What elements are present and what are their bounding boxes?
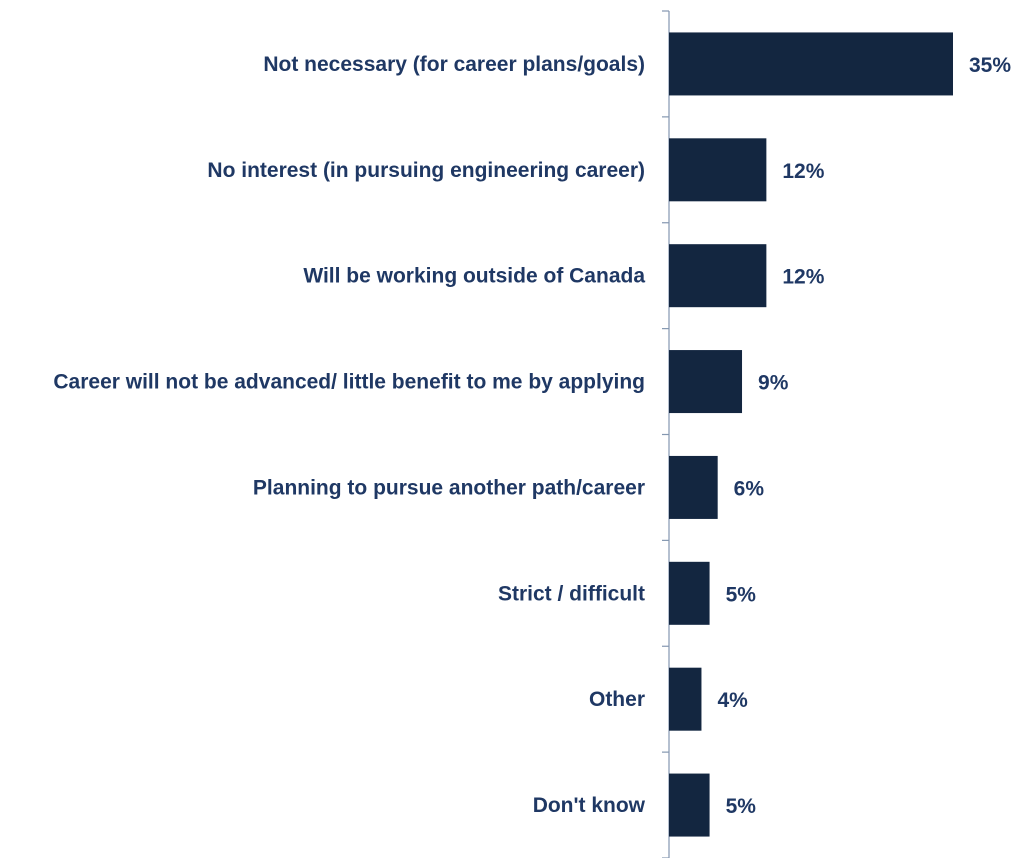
bar bbox=[669, 244, 767, 308]
category-label: Planning to pursue another path/career bbox=[253, 476, 645, 499]
bar bbox=[669, 138, 767, 202]
category-label: Other bbox=[589, 688, 645, 711]
value-label: 12% bbox=[782, 266, 824, 289]
bar bbox=[669, 561, 710, 625]
category-label: Strict / difficult bbox=[498, 582, 645, 605]
value-label: 6% bbox=[734, 477, 765, 500]
category-axis bbox=[662, 10, 670, 858]
bar bbox=[669, 773, 710, 837]
category-label: Career will not be advanced/ little bene… bbox=[53, 371, 645, 394]
value-label: 5% bbox=[726, 583, 757, 606]
category-label: Not necessary (for career plans/goals) bbox=[263, 53, 645, 76]
bar bbox=[669, 32, 953, 96]
value-label: 35% bbox=[969, 54, 1011, 77]
value-label: 5% bbox=[726, 795, 757, 818]
bar bbox=[669, 667, 702, 731]
category-label: Will be working outside of Canada bbox=[303, 265, 645, 288]
category-label: Don't know bbox=[533, 794, 646, 817]
bar bbox=[669, 455, 718, 519]
value-label: 12% bbox=[782, 160, 824, 183]
value-label: 9% bbox=[758, 372, 789, 395]
value-labels: 35% 12% 12% 9% 6% 5% 4% 5% bbox=[717, 54, 1011, 818]
value-label: 4% bbox=[717, 689, 748, 712]
category-labels: Not necessary (for career plans/goals) No… bbox=[53, 53, 645, 817]
bar bbox=[669, 350, 743, 414]
bars bbox=[669, 32, 953, 837]
category-label: No interest (in pursuing engineering car… bbox=[207, 159, 645, 182]
